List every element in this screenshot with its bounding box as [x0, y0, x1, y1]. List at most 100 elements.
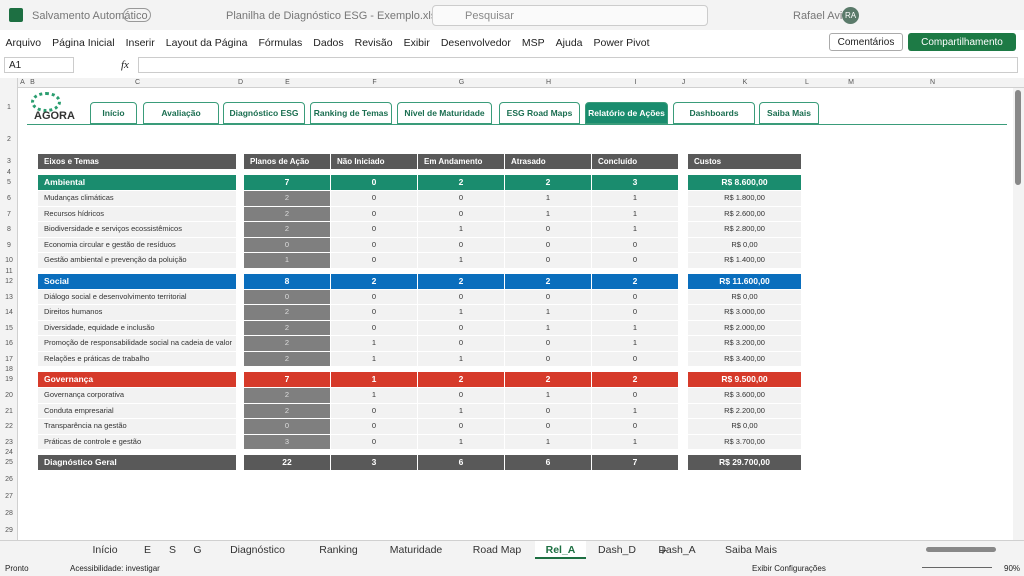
row-header: 27 — [5, 493, 13, 500]
menu-item[interactable]: Ajuda — [555, 37, 583, 49]
item-cost: R$ 2.800,00 — [688, 222, 802, 237]
user-name: Rafael Avila — [793, 9, 851, 22]
ribbon-menu: Arquivo Página Inicial Inserir Layout da Pá… — [0, 33, 655, 53]
item-value: 0 — [331, 320, 418, 335]
name-box[interactable]: A1 — [4, 57, 74, 73]
sheet-tab[interactable]: Dash_D — [598, 544, 636, 556]
nav-tab[interactable]: Nível de Maturidade — [397, 102, 492, 124]
menu-item[interactable]: Revisão — [354, 37, 393, 49]
item-value: 0 — [505, 222, 592, 237]
item-value: 0 — [418, 191, 505, 206]
sheet-tab[interactable]: Saiba Mais — [725, 544, 777, 556]
column-header: H — [545, 79, 552, 86]
sheet-tab[interactable]: E — [143, 544, 151, 556]
autosave-toggle[interactable] — [123, 8, 151, 22]
nav-tab[interactable]: Início — [90, 102, 137, 124]
zoom-slider[interactable] — [922, 567, 992, 568]
item-value: 1 — [592, 206, 679, 221]
sheet-tab[interactable]: Road Map — [472, 544, 522, 556]
menu-item[interactable]: Página Inicial — [52, 37, 115, 49]
column-header: D — [237, 79, 244, 86]
menu-item[interactable]: Arquivo — [5, 37, 42, 49]
sheet-tab[interactable]: Dash_A — [658, 544, 696, 556]
column-header: C — [134, 79, 141, 86]
search-box[interactable]: Pesquisar — [432, 5, 708, 26]
column-header: N — [929, 79, 936, 86]
item-value: 0 — [418, 320, 505, 335]
row-header: 13 — [5, 293, 13, 301]
nav-tab[interactable]: Avaliação — [143, 102, 219, 124]
sheet-tab[interactable]: Diagnóstico — [230, 544, 285, 556]
row-header: 24 — [5, 449, 13, 456]
column-header: E — [285, 79, 290, 86]
menu-item[interactable]: Power Pivot — [593, 37, 650, 49]
item-value: 1 — [505, 320, 592, 335]
share-button[interactable]: Compartilhamento — [908, 33, 1016, 51]
row-header: 15 — [5, 324, 13, 332]
item-cost: R$ 3.700,00 — [688, 434, 802, 449]
nav-tab[interactable]: Diagnóstico ESG — [223, 102, 305, 124]
menu-item[interactable]: Fórmulas — [258, 37, 303, 49]
menu-item[interactable]: Layout da Página — [165, 37, 248, 49]
menu-item[interactable]: MSP — [521, 37, 545, 49]
item-value: 1 — [331, 388, 418, 403]
logo-ring — [31, 92, 61, 112]
status-bar — [0, 560, 1024, 576]
nav-tab[interactable]: Dashboards — [673, 102, 755, 124]
row-header: 6 — [7, 195, 11, 202]
sheet-tab[interactable]: Ranking — [319, 544, 358, 556]
item-value: 0 — [505, 237, 592, 252]
row-header: 20 — [5, 392, 13, 399]
menu-item[interactable]: Exibir — [403, 37, 430, 49]
formula-input[interactable] — [138, 57, 1018, 73]
item-value: 1 — [331, 351, 418, 366]
item-value: 1 — [592, 336, 679, 351]
item-value: 0 — [505, 419, 592, 434]
sheet-tab[interactable]: S — [168, 544, 176, 556]
item-name: Gestão ambiental e prevenção da poluição — [38, 253, 237, 268]
item-value: 0 — [331, 419, 418, 434]
item-value: 0 — [418, 289, 505, 304]
nav-tab[interactable]: ESG Road Maps — [499, 102, 580, 124]
row-header: 1 — [7, 104, 11, 111]
item-value: 0 — [331, 206, 418, 221]
status-accessibility[interactable]: Acessibilidade: investigar — [70, 563, 160, 573]
vertical-scrollbar[interactable] — [1013, 88, 1024, 540]
user-avatar[interactable]: RA — [842, 7, 859, 24]
table-header: Concluído — [592, 154, 679, 169]
display-settings[interactable]: Exibir Configurações — [752, 563, 826, 573]
add-sheet[interactable]: + — [658, 542, 668, 558]
sheet-tab[interactable]: Maturidade — [389, 544, 443, 556]
item-cost: R$ 0,00 — [688, 289, 802, 304]
item-value: 0 — [505, 351, 592, 366]
h-scroll-thumb[interactable] — [926, 547, 996, 552]
row-header-bar — [0, 78, 18, 540]
menu-item[interactable]: Inserir — [125, 37, 155, 49]
group-value: 7 — [244, 372, 331, 387]
sheet-tab[interactable]: Início — [92, 544, 118, 556]
item-value: 0 — [505, 403, 592, 418]
sheet-tab[interactable]: Rel_A — [535, 541, 586, 559]
item-name: Práticas de controle e gestão — [38, 434, 237, 449]
row-header: 4 — [7, 169, 11, 176]
menu-item[interactable]: Desenvolvedor — [440, 37, 511, 49]
sheet-tab[interactable]: G — [193, 544, 202, 556]
nav-tab[interactable]: Saiba Mais — [759, 102, 819, 124]
group-name: Ambiental — [38, 175, 237, 190]
item-value: 0 — [505, 289, 592, 304]
row-header: 16 — [5, 340, 13, 347]
nav-tab[interactable]: Ranking de Temas — [310, 102, 392, 124]
menu-item[interactable]: Dados — [313, 37, 344, 49]
item-value: 2 — [244, 336, 331, 351]
item-value: 0 — [592, 237, 679, 252]
item-value: 0 — [418, 419, 505, 434]
nav-tab[interactable]: Relatório de Ações — [585, 102, 668, 124]
item-value: 1 — [418, 222, 505, 237]
comments-button[interactable]: Comentários — [829, 33, 903, 51]
scroll-thumb[interactable] — [1015, 90, 1021, 185]
group-value: 7 — [592, 455, 679, 470]
group-value: 3 — [331, 455, 418, 470]
item-value: 1 — [505, 206, 592, 221]
item-value: 1 — [418, 305, 505, 320]
item-value: 0 — [244, 237, 331, 252]
